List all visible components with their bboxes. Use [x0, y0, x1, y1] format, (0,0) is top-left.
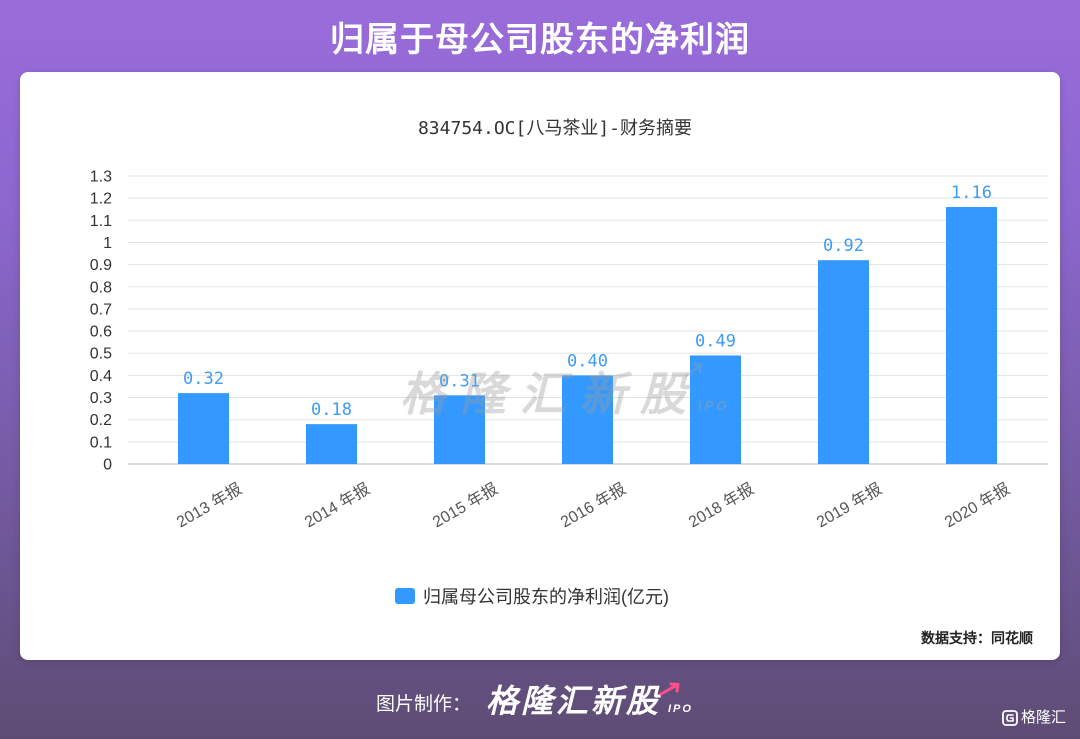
bar-2019 — [818, 260, 869, 464]
x-tick-label-2014: 2014 年报 — [302, 480, 373, 532]
y-tick-label: 0.3 — [90, 390, 112, 407]
x-tick-label-2018: 2018 年报 — [686, 480, 757, 532]
gelonghui-logo-icon — [1002, 710, 1018, 726]
y-tick-label: 0.9 — [90, 257, 112, 274]
trend-arrow-icon — [659, 682, 680, 696]
chart-card: 834754.OC[八马茶业]-财务摘要 0 0.1 0.2 0.3 0.4 0.5 0.6… — [20, 72, 1060, 660]
y-tick-label: 0.1 — [90, 434, 112, 451]
bar-2013 — [178, 393, 229, 464]
data-label-2018: 0.49 — [695, 331, 736, 351]
bars-layer — [178, 207, 997, 464]
x-tick-label-2020: 2020 年报 — [942, 480, 1013, 532]
data-label-2019: 0.92 — [823, 236, 864, 256]
legend: 归属母公司股东的净利润(亿元) — [395, 587, 669, 607]
y-tick-label: 1.2 — [90, 191, 112, 208]
footer-logo-text: 格隆汇新股 — [486, 683, 662, 719]
data-label-2020: 1.16 — [951, 183, 992, 203]
bar-2016 — [562, 375, 613, 464]
y-tick-label: 0.5 — [90, 346, 112, 363]
data-labels-layer: 0.32 0.18 0.31 0.40 0.49 0.92 1.16 — [183, 183, 992, 420]
bar-2015 — [434, 395, 485, 464]
y-axis-labels: 0 0.1 0.2 0.3 0.4 0.5 0.6 0.7 0.8 0.9 1 1.1 1.2 1.3 — [90, 169, 112, 474]
footer-logo-sub: IPO — [668, 703, 693, 715]
data-source: 数据支持：同花顺 — [921, 630, 1033, 646]
y-tick-label: 0.8 — [90, 279, 112, 296]
bar-2020 — [946, 207, 997, 464]
x-tick-label-2013: 2013 年报 — [174, 480, 245, 532]
y-tick-label: 0.2 — [90, 412, 112, 429]
footer-credit-label: 图片制作： — [376, 694, 472, 715]
y-tick-label: 0.6 — [90, 324, 112, 341]
chart-title: 834754.OC[八马茶业]-财务摘要 — [418, 118, 692, 139]
x-axis-labels: 2013 年报 2014 年报 2015 年报 2016 年报 2018 年报 2019 … — [174, 480, 1013, 532]
watermark-arrow-icon — [684, 362, 703, 378]
x-tick-label-2016: 2016 年报 — [558, 480, 629, 532]
bar-2014 — [306, 424, 357, 464]
watermark-logo-sub: IPO — [698, 398, 729, 413]
data-label-2015: 0.31 — [439, 371, 480, 391]
bar-chart: 834754.OC[八马茶业]-财务摘要 0 0.1 0.2 0.3 0.4 0.5 0.6… — [90, 118, 1048, 646]
page-title: 归属于母公司股东的净利润 — [330, 21, 750, 59]
data-label-2013: 0.32 — [183, 369, 224, 389]
y-tick-label: 0.4 — [90, 368, 112, 385]
bar-2018 — [690, 355, 741, 464]
y-tick-label: 0.7 — [90, 301, 112, 318]
watermark-logo-text: 格隆汇新股 — [400, 368, 700, 420]
data-label-2014: 0.18 — [311, 400, 352, 420]
y-tick-label: 1.3 — [90, 169, 112, 186]
x-tick-label-2015: 2015 年报 — [430, 480, 501, 532]
y-tick-label: 1 — [103, 235, 112, 252]
data-label-2016: 0.40 — [567, 351, 608, 371]
legend-swatch — [395, 588, 415, 604]
y-tick-label: 0 — [103, 457, 112, 474]
legend-label: 归属母公司股东的净利润(亿元) — [423, 587, 669, 607]
y-tick-label: 1.1 — [90, 213, 112, 230]
corner-logo-text: 格隆汇 — [1021, 709, 1067, 726]
watermark: 格隆汇新股 IPO — [400, 362, 729, 420]
x-tick-label-2019: 2019 年报 — [814, 480, 885, 532]
